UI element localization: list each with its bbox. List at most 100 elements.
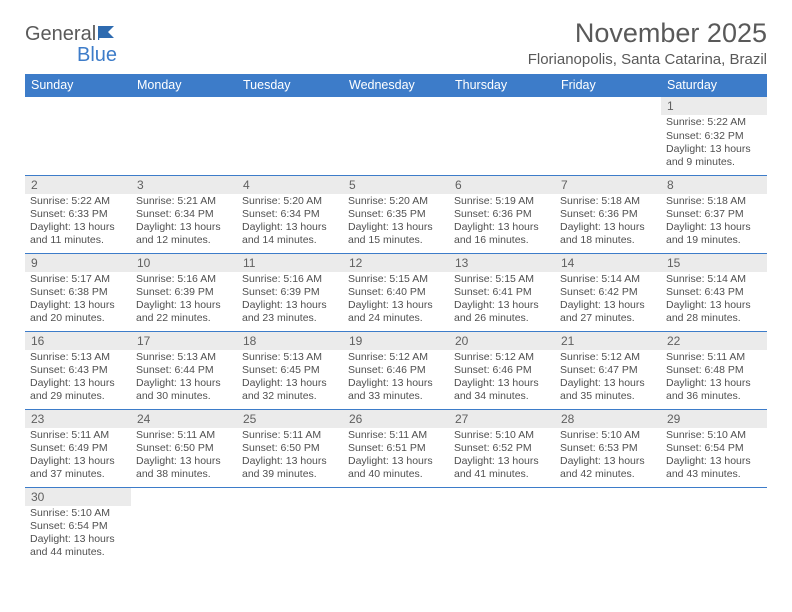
calendar-row: 30Sunrise: 5:10 AMSunset: 6:54 PMDayligh…: [25, 487, 767, 565]
title-block: November 2025 Florianopolis, Santa Catar…: [528, 18, 767, 68]
daylight-line: Daylight: 13 hours and 9 minutes.: [666, 143, 762, 169]
weekday-header: Tuesday: [237, 74, 343, 97]
weekday-header: Monday: [131, 74, 237, 97]
daylight-line: Daylight: 13 hours and 15 minutes.: [348, 221, 444, 247]
day-details: Sunrise: 5:13 AMSunset: 6:43 PMDaylight:…: [25, 350, 131, 406]
day-details: Sunrise: 5:16 AMSunset: 6:39 PMDaylight:…: [237, 272, 343, 328]
sunrise-line: Sunrise: 5:21 AM: [136, 195, 232, 208]
sunrise-line: Sunrise: 5:13 AM: [30, 351, 126, 364]
calendar-cell: 29Sunrise: 5:10 AMSunset: 6:54 PMDayligh…: [661, 409, 767, 487]
calendar-cell: 22Sunrise: 5:11 AMSunset: 6:48 PMDayligh…: [661, 331, 767, 409]
calendar-cell-empty: [449, 487, 555, 565]
sunrise-line: Sunrise: 5:11 AM: [666, 351, 762, 364]
daylight-line: Daylight: 13 hours and 18 minutes.: [560, 221, 656, 247]
day-number: 3: [131, 176, 237, 194]
day-details: Sunrise: 5:10 AMSunset: 6:54 PMDaylight:…: [25, 506, 131, 562]
daylight-line: Daylight: 13 hours and 43 minutes.: [666, 455, 762, 481]
day-number: 12: [343, 254, 449, 272]
sunrise-line: Sunrise: 5:15 AM: [454, 273, 550, 286]
weekday-header: Sunday: [25, 74, 131, 97]
weekday-header: Wednesday: [343, 74, 449, 97]
daylight-line: Daylight: 13 hours and 29 minutes.: [30, 377, 126, 403]
sunset-line: Sunset: 6:43 PM: [666, 286, 762, 299]
sunrise-line: Sunrise: 5:16 AM: [136, 273, 232, 286]
calendar-cell: 14Sunrise: 5:14 AMSunset: 6:42 PMDayligh…: [555, 253, 661, 331]
day-details: Sunrise: 5:20 AMSunset: 6:34 PMDaylight:…: [237, 194, 343, 250]
day-details: Sunrise: 5:13 AMSunset: 6:45 PMDaylight:…: [237, 350, 343, 406]
day-details: Sunrise: 5:14 AMSunset: 6:43 PMDaylight:…: [661, 272, 767, 328]
calendar-cell: 8Sunrise: 5:18 AMSunset: 6:37 PMDaylight…: [661, 175, 767, 253]
day-number: 1: [661, 97, 767, 115]
calendar-cell: 27Sunrise: 5:10 AMSunset: 6:52 PMDayligh…: [449, 409, 555, 487]
calendar-cell-empty: [661, 487, 767, 565]
sunset-line: Sunset: 6:35 PM: [348, 208, 444, 221]
sunset-line: Sunset: 6:52 PM: [454, 442, 550, 455]
sunset-line: Sunset: 6:45 PM: [242, 364, 338, 377]
day-number: 26: [343, 410, 449, 428]
header: General Blue November 2025 Florianopolis…: [25, 18, 767, 68]
calendar-cell-empty: [237, 487, 343, 565]
daylight-line: Daylight: 13 hours and 32 minutes.: [242, 377, 338, 403]
sunset-line: Sunset: 6:47 PM: [560, 364, 656, 377]
sunset-line: Sunset: 6:34 PM: [242, 208, 338, 221]
sunset-line: Sunset: 6:37 PM: [666, 208, 762, 221]
day-number: 27: [449, 410, 555, 428]
day-number: 18: [237, 332, 343, 350]
sunset-line: Sunset: 6:49 PM: [30, 442, 126, 455]
day-details: Sunrise: 5:11 AMSunset: 6:48 PMDaylight:…: [661, 350, 767, 406]
logo-text-general: General: [25, 23, 96, 45]
calendar-cell: 21Sunrise: 5:12 AMSunset: 6:47 PMDayligh…: [555, 331, 661, 409]
day-details: Sunrise: 5:12 AMSunset: 6:46 PMDaylight:…: [343, 350, 449, 406]
daylight-line: Daylight: 13 hours and 40 minutes.: [348, 455, 444, 481]
day-number: 4: [237, 176, 343, 194]
daylight-line: Daylight: 13 hours and 12 minutes.: [136, 221, 232, 247]
calendar-cell-empty: [25, 97, 131, 175]
weekday-header: Saturday: [661, 74, 767, 97]
calendar-cell: 15Sunrise: 5:14 AMSunset: 6:43 PMDayligh…: [661, 253, 767, 331]
day-number: 29: [661, 410, 767, 428]
calendar-cell: 6Sunrise: 5:19 AMSunset: 6:36 PMDaylight…: [449, 175, 555, 253]
day-details: Sunrise: 5:11 AMSunset: 6:49 PMDaylight:…: [25, 428, 131, 484]
daylight-line: Daylight: 13 hours and 11 minutes.: [30, 221, 126, 247]
calendar-cell: 16Sunrise: 5:13 AMSunset: 6:43 PMDayligh…: [25, 331, 131, 409]
daylight-line: Daylight: 13 hours and 34 minutes.: [454, 377, 550, 403]
day-number: 5: [343, 176, 449, 194]
calendar-cell: 13Sunrise: 5:15 AMSunset: 6:41 PMDayligh…: [449, 253, 555, 331]
day-details: Sunrise: 5:20 AMSunset: 6:35 PMDaylight:…: [343, 194, 449, 250]
day-number: 7: [555, 176, 661, 194]
sunrise-line: Sunrise: 5:13 AM: [136, 351, 232, 364]
day-details: Sunrise: 5:12 AMSunset: 6:46 PMDaylight:…: [449, 350, 555, 406]
sunrise-line: Sunrise: 5:14 AM: [560, 273, 656, 286]
calendar-cell-empty: [343, 97, 449, 175]
sunrise-line: Sunrise: 5:11 AM: [242, 429, 338, 442]
sunrise-line: Sunrise: 5:10 AM: [30, 507, 126, 520]
sunset-line: Sunset: 6:32 PM: [666, 130, 762, 143]
calendar-cell: 4Sunrise: 5:20 AMSunset: 6:34 PMDaylight…: [237, 175, 343, 253]
calendar-cell: 28Sunrise: 5:10 AMSunset: 6:53 PMDayligh…: [555, 409, 661, 487]
day-details: Sunrise: 5:13 AMSunset: 6:44 PMDaylight:…: [131, 350, 237, 406]
calendar-cell: 5Sunrise: 5:20 AMSunset: 6:35 PMDaylight…: [343, 175, 449, 253]
sunset-line: Sunset: 6:46 PM: [454, 364, 550, 377]
sunrise-line: Sunrise: 5:16 AM: [242, 273, 338, 286]
calendar-table: SundayMondayTuesdayWednesdayThursdayFrid…: [25, 74, 767, 565]
day-number: 19: [343, 332, 449, 350]
logo-text-blue: Blue: [77, 44, 117, 66]
day-details: Sunrise: 5:16 AMSunset: 6:39 PMDaylight:…: [131, 272, 237, 328]
day-details: Sunrise: 5:10 AMSunset: 6:53 PMDaylight:…: [555, 428, 661, 484]
calendar-cell: 20Sunrise: 5:12 AMSunset: 6:46 PMDayligh…: [449, 331, 555, 409]
day-number: 11: [237, 254, 343, 272]
calendar-cell: 2Sunrise: 5:22 AMSunset: 6:33 PMDaylight…: [25, 175, 131, 253]
calendar-cell: 17Sunrise: 5:13 AMSunset: 6:44 PMDayligh…: [131, 331, 237, 409]
daylight-line: Daylight: 13 hours and 36 minutes.: [666, 377, 762, 403]
daylight-line: Daylight: 13 hours and 16 minutes.: [454, 221, 550, 247]
weekday-header: Thursday: [449, 74, 555, 97]
sunset-line: Sunset: 6:41 PM: [454, 286, 550, 299]
day-details: Sunrise: 5:10 AMSunset: 6:52 PMDaylight:…: [449, 428, 555, 484]
sunrise-line: Sunrise: 5:19 AM: [454, 195, 550, 208]
sunrise-line: Sunrise: 5:22 AM: [30, 195, 126, 208]
sunrise-line: Sunrise: 5:13 AM: [242, 351, 338, 364]
sunset-line: Sunset: 6:36 PM: [454, 208, 550, 221]
calendar-cell: 24Sunrise: 5:11 AMSunset: 6:50 PMDayligh…: [131, 409, 237, 487]
daylight-line: Daylight: 13 hours and 22 minutes.: [136, 299, 232, 325]
day-details: Sunrise: 5:12 AMSunset: 6:47 PMDaylight:…: [555, 350, 661, 406]
